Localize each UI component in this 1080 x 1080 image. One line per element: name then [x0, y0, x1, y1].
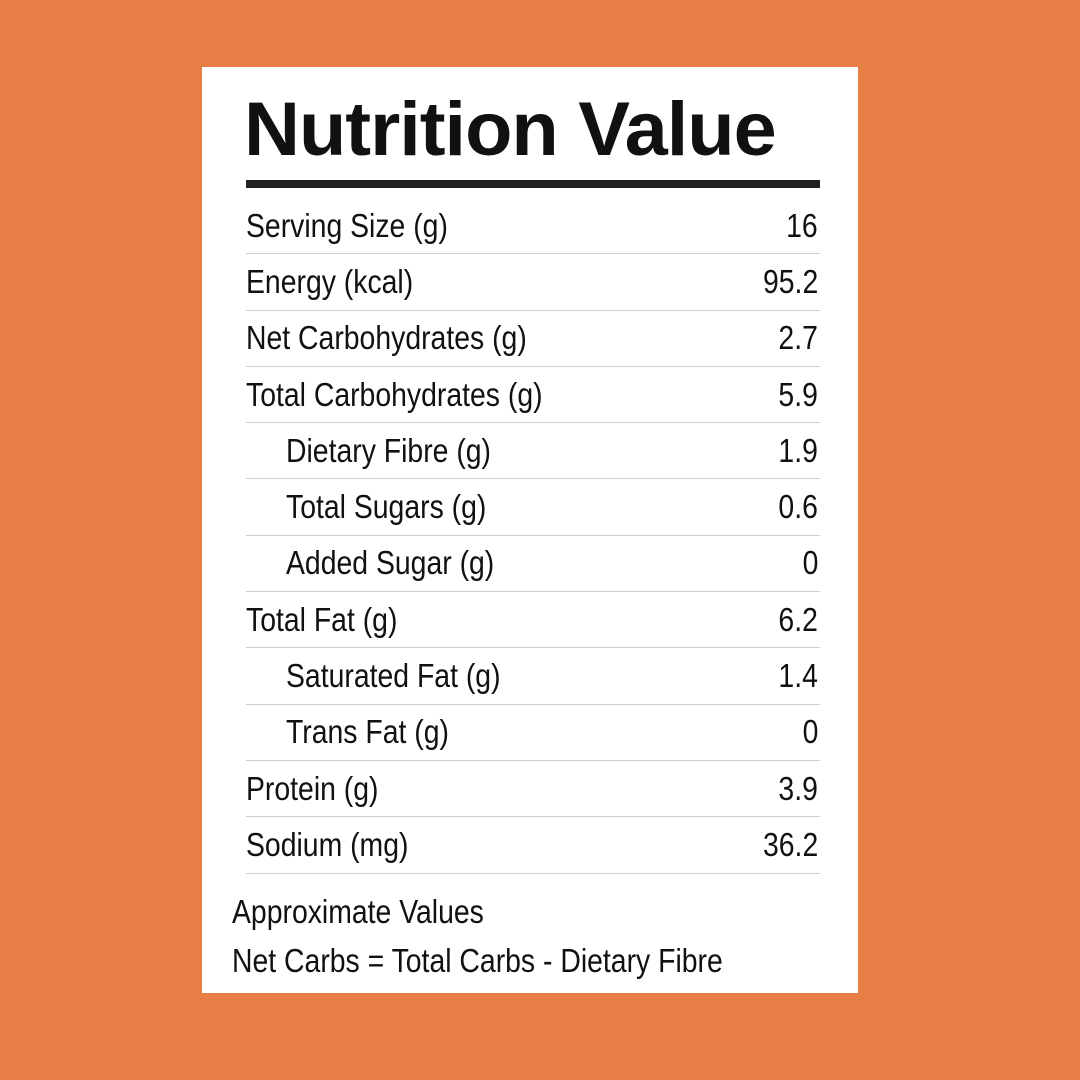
label-title: Nutrition Value: [244, 87, 777, 172]
row-value: 0.6: [778, 488, 818, 526]
row-label: Protein (g): [246, 769, 379, 807]
row-label: Sodium (mg): [246, 825, 409, 863]
title-divider: [246, 180, 820, 188]
table-row-added-sugar: Added Sugar (g) 0: [246, 536, 820, 593]
row-label: Dietary Fibre (g): [286, 431, 492, 469]
footnote-net-carbs-formula: Net Carbs = Total Carbs - Dietary Fibre: [232, 942, 723, 979]
footnotes: Approximate Values Net Carbs = Total Car…: [232, 887, 842, 985]
table-row-saturated-fat: Saturated Fat (g) 1.4: [246, 648, 820, 705]
table-row-net-carbohydrates: Net Carbohydrates (g) 2.7: [246, 311, 820, 367]
row-value: 1.9: [778, 431, 818, 469]
row-value: 3.9: [778, 769, 818, 807]
row-label: Total Fat (g): [246, 600, 398, 638]
table-row-protein: Protein (g) 3.9: [246, 761, 820, 818]
table-row-total-carbohydrates: Total Carbohydrates (g) 5.9: [246, 367, 820, 424]
table-row-dietary-fibre: Dietary Fibre (g) 1.9: [246, 423, 820, 480]
row-label: Energy (kcal): [246, 262, 414, 300]
table-row-sodium: Sodium (mg) 36.2: [246, 817, 820, 874]
table-row-serving-size: Serving Size (g) 16: [246, 198, 820, 255]
row-value: 16: [786, 206, 818, 244]
table-row-total-fat: Total Fat (g) 6.2: [246, 592, 820, 649]
row-value: 6.2: [778, 600, 818, 638]
nutrition-label-card: Nutrition Value Serving Size (g) 16 Ener…: [202, 67, 858, 993]
table-row-energy: Energy (kcal) 95.2: [246, 254, 820, 311]
row-value: 5.9: [778, 375, 818, 413]
row-value: 2.7: [778, 319, 818, 357]
row-value: 1.4: [778, 657, 818, 695]
row-value: 36.2: [762, 825, 818, 863]
footnote-approximate: Approximate Values: [232, 893, 484, 930]
row-value: 0: [802, 713, 818, 751]
table-row-trans-fat: Trans Fat (g) 0: [246, 705, 820, 761]
row-value: 95.2: [762, 262, 818, 300]
row-label: Net Carbohydrates (g): [246, 319, 527, 357]
row-label: Trans Fat (g): [286, 713, 449, 751]
row-label: Total Carbohydrates (g): [246, 375, 543, 413]
nutrition-table: Serving Size (g) 16 Energy (kcal) 95.2 N…: [246, 198, 820, 874]
row-value: 0: [802, 544, 818, 582]
row-label: Saturated Fat (g): [286, 657, 501, 695]
table-row-total-sugars: Total Sugars (g) 0.6: [246, 479, 820, 536]
row-label: Added Sugar (g): [286, 544, 495, 582]
row-label: Total Sugars (g): [286, 488, 487, 526]
row-label: Serving Size (g): [246, 206, 448, 244]
